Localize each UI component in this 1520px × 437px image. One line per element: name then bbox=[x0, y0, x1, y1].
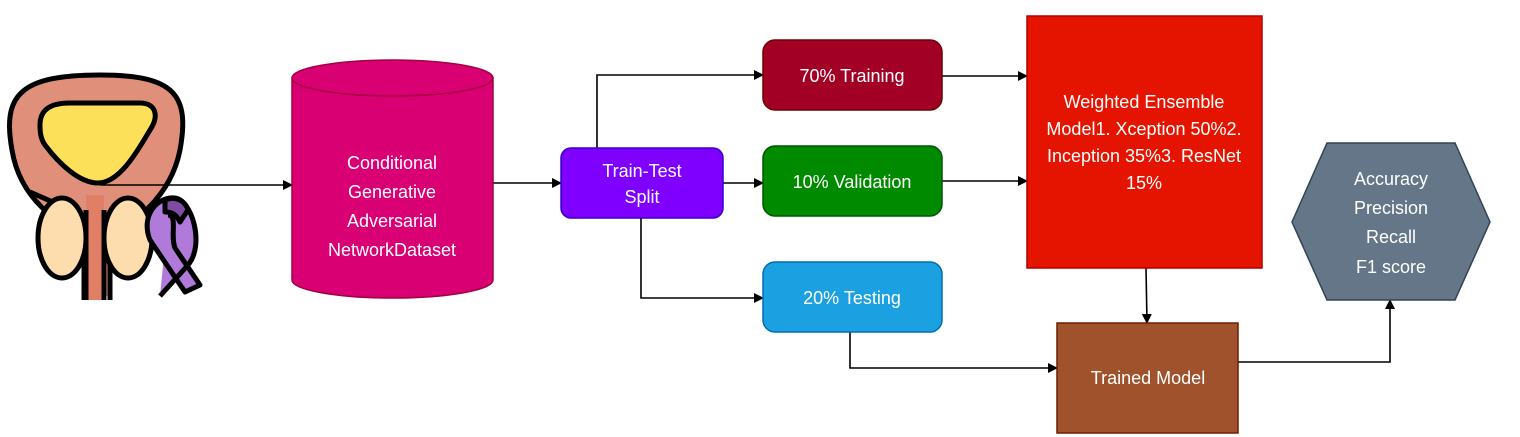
connectors bbox=[100, 70, 1395, 373]
ensemble-line-2: Model1. Xception 50%2. bbox=[1046, 119, 1241, 139]
ensemble-line-4: 15% bbox=[1126, 173, 1162, 193]
metric-accuracy: Accuracy bbox=[1354, 169, 1428, 189]
dataset-line-4: NetworkDataset bbox=[328, 240, 456, 260]
dataset-line-1: Conditional bbox=[347, 153, 437, 173]
testing-label: 20% Testing bbox=[803, 288, 901, 308]
dataset-line-3: Adversarial bbox=[347, 211, 437, 231]
weighted-ensemble-node: Weighted Ensemble Model1. Xception 50%2.… bbox=[1026, 15, 1263, 269]
metric-recall: Recall bbox=[1366, 227, 1416, 247]
split-line-1: Train-Test bbox=[602, 161, 681, 181]
ensemble-line-1: Weighted Ensemble bbox=[1064, 92, 1225, 112]
metrics-hexagon: Accuracy Precision Recall F1 score bbox=[1291, 142, 1491, 301]
arrow-ensemble-trained bbox=[1141, 267, 1152, 324]
training-label: 70% Training bbox=[799, 66, 904, 86]
validation-label: 10% Validation bbox=[793, 172, 912, 192]
metric-precision: Precision bbox=[1354, 198, 1428, 218]
arrow-trained-metrics bbox=[1238, 299, 1395, 363]
testing-node: 20% Testing bbox=[762, 261, 943, 333]
arrow-split-training bbox=[596, 70, 764, 148]
dataset-cylinder: Conditional Generative Adversarial Netwo… bbox=[291, 59, 494, 299]
split-line-2: Split bbox=[624, 187, 659, 207]
training-node: 70% Training bbox=[762, 39, 943, 111]
prostate-cancer-ribbon-icon bbox=[6, 72, 203, 300]
trained-model-label: Trained Model bbox=[1091, 368, 1205, 388]
trained-model-node: Trained Model bbox=[1056, 322, 1239, 434]
validation-node: 10% Validation bbox=[762, 145, 943, 217]
metric-f1: F1 score bbox=[1356, 257, 1426, 277]
arrow-split-testing bbox=[640, 218, 764, 303]
arrow-testing-trained bbox=[849, 332, 1058, 373]
ensemble-line-3: Inception 35%3. ResNet bbox=[1047, 146, 1241, 166]
dataset-line-2: Generative bbox=[348, 182, 436, 202]
train-test-split-node: Train-Test Split bbox=[560, 147, 724, 219]
